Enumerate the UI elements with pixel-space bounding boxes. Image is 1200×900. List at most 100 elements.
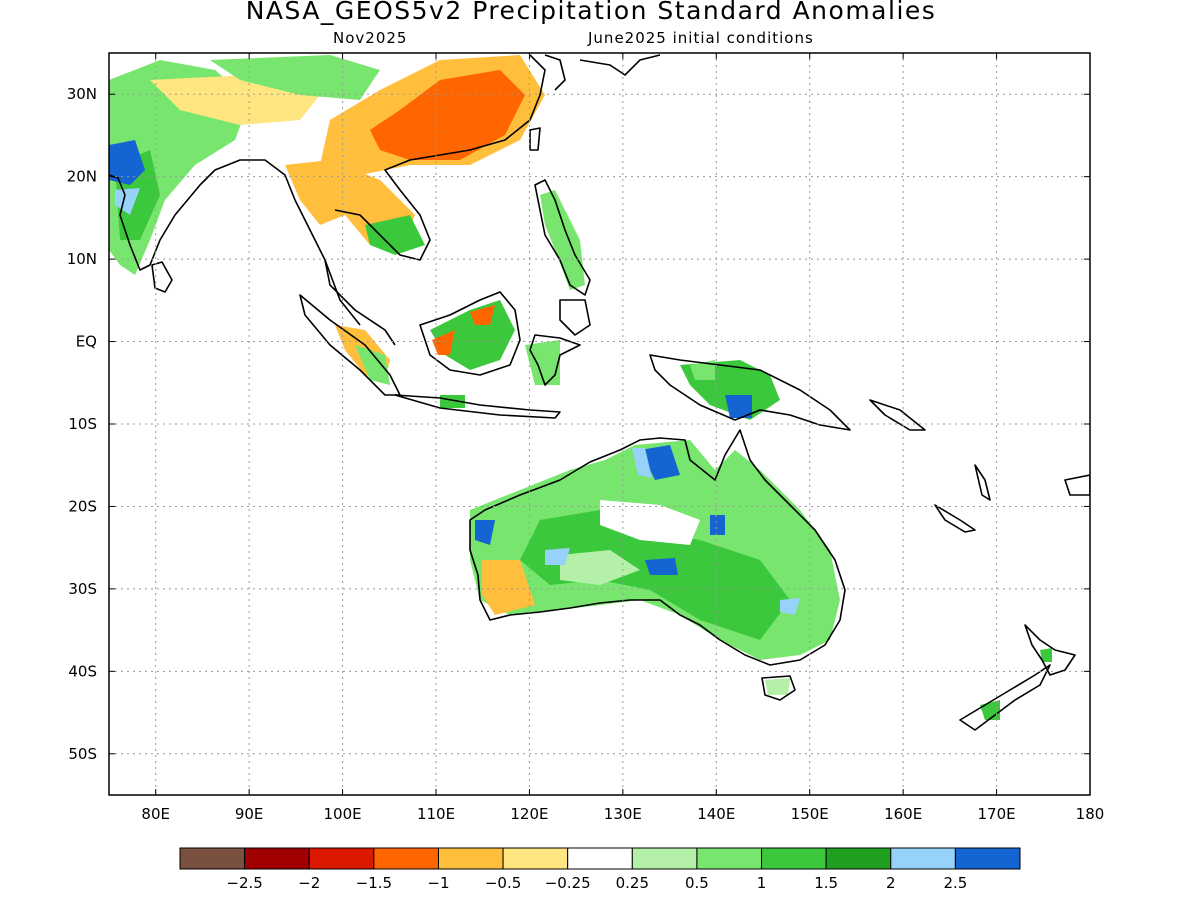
colorbar-swatch — [761, 847, 827, 870]
forecast-month: Nov2025 — [333, 29, 408, 47]
lon-tick-label: 140E — [697, 805, 735, 823]
anomaly-china-orange — [370, 70, 525, 160]
anomaly-borneo-orange2 — [470, 305, 495, 325]
colorbar-swatch — [179, 847, 246, 870]
coast-australia — [469, 429, 846, 666]
coast-china — [439, 54, 546, 156]
coast-fiji — [1064, 474, 1090, 496]
colorbar-swatch — [244, 847, 310, 870]
coast-newcaledonia — [934, 504, 976, 533]
coast-vanuatu — [974, 464, 991, 501]
colorbar-swatch — [308, 847, 375, 870]
colorbar-label: −0.5 — [485, 874, 521, 892]
anomaly-australia-blue3 — [710, 515, 725, 535]
anomaly-png-light — [690, 360, 715, 380]
colorbar-swatch — [437, 847, 504, 870]
anomaly-sumatra-green — [355, 345, 390, 385]
anomaly-india-blue — [109, 140, 145, 185]
lon-tick-label: 170E — [978, 805, 1016, 823]
anomaly-australia-yellow — [482, 560, 535, 615]
lat-tick-label: 20N — [67, 168, 97, 186]
chart-title: NASA_GEOS5v2 Precipitation Standard Anom… — [245, 0, 937, 25]
coast-tasmania — [761, 675, 796, 701]
colorbar-swatch — [502, 847, 569, 870]
coastlines — [109, 54, 1090, 731]
lon-tick-label: 100E — [324, 805, 362, 823]
coast-solomons — [869, 399, 926, 431]
lon-tick-label: 160E — [884, 805, 922, 823]
colorbar-swatch — [373, 847, 439, 870]
anomaly-australia-light1 — [600, 500, 700, 545]
anomaly-australia-blue2 — [645, 558, 678, 575]
colorbar-label: 2 — [886, 874, 896, 892]
colorbar-swatch — [954, 847, 1021, 870]
lat-tick-label: EQ — [76, 333, 97, 351]
anomaly-nz-north — [1040, 648, 1052, 662]
coast-sumatra — [299, 294, 401, 396]
lat-tick-label: 10N — [67, 250, 97, 268]
colorbar-label: 1.5 — [814, 874, 838, 892]
colorbar-label: −0.25 — [545, 874, 591, 892]
anomaly-java — [440, 395, 465, 408]
anomaly-australia-blue1 — [640, 445, 680, 480]
lat-tick-label: 40S — [68, 662, 97, 680]
coast-japan — [579, 54, 661, 76]
anomaly-borneo — [430, 300, 515, 370]
coast-korea — [544, 54, 566, 91]
coast-borneo — [419, 291, 521, 376]
anomaly-australia-lightblue2 — [545, 548, 570, 565]
colorbar-label: 0.5 — [685, 874, 709, 892]
map-frame — [108, 52, 1091, 796]
colorbar-label: 0.25 — [616, 874, 649, 892]
lat-tick-label: 50S — [68, 745, 97, 763]
colorbar-label: 2.5 — [943, 874, 967, 892]
coast-nz-south — [959, 664, 1051, 731]
anomaly-shading — [109, 55, 1052, 720]
colorbar-label: −2.5 — [226, 874, 262, 892]
colorbar-label: −1 — [427, 874, 449, 892]
anomaly-tasmania — [765, 678, 790, 695]
coast-srilanka — [151, 261, 173, 293]
lat-tick-label: 30S — [68, 580, 97, 598]
lon-tick-label: 110E — [417, 805, 455, 823]
coast-bay-of-bengal — [214, 159, 361, 326]
coast-mindanao — [559, 299, 591, 336]
colorbar-label: −2 — [298, 874, 320, 892]
colorbar-label: −1.5 — [356, 874, 392, 892]
anomaly-tibet-green — [210, 55, 380, 100]
coast-taiwan — [529, 127, 541, 151]
lon-tick-label: 130E — [604, 805, 642, 823]
coast-nz-north — [1024, 624, 1076, 676]
coast-india — [109, 169, 216, 271]
coast-sulawesi — [529, 334, 581, 386]
anomaly-australia-light2 — [560, 550, 640, 585]
anomaly-borneo-orange — [432, 330, 455, 355]
lon-tick-label: 180 — [1076, 805, 1105, 823]
colorbar-swatch — [825, 847, 892, 870]
graticule — [109, 53, 1090, 795]
coast-newguinea — [649, 354, 851, 431]
anomaly-sulawesi — [525, 340, 560, 385]
coast-philippines — [534, 179, 591, 296]
coast-malay — [324, 259, 396, 346]
lat-tick-label: 30N — [67, 85, 97, 103]
lon-tick-label: 90E — [235, 805, 264, 823]
colorbar-swatch — [567, 847, 633, 870]
colorbar-swatch — [631, 847, 698, 870]
anomaly-png-blue — [725, 395, 752, 418]
colorbar-label: 1 — [757, 874, 767, 892]
anomaly-australia-lightblue1 — [632, 448, 652, 478]
lon-tick-label: 80E — [141, 805, 170, 823]
anomaly-philippines — [540, 190, 585, 290]
coast-java — [394, 394, 561, 419]
anomaly-indochina-green — [365, 215, 425, 255]
initial-conditions: June2025 initial conditions — [588, 29, 814, 47]
anomaly-australia-lightblue3 — [780, 598, 800, 615]
lon-tick-label: 120E — [510, 805, 548, 823]
colorbar-swatch — [696, 847, 763, 870]
lat-tick-label: 20S — [68, 497, 97, 515]
coast-indochina — [334, 154, 441, 261]
axis-ticks: 30N 20N 10N EQ 10S 20S 30S 40S 50S 80E 90E 100E 110E… — [67, 53, 1105, 823]
colorbar: −2.5 −2 −1.5 −1 −0.5 −0.25 0.25 0.5 1 1.5 2 2.5 — [179, 847, 1021, 892]
